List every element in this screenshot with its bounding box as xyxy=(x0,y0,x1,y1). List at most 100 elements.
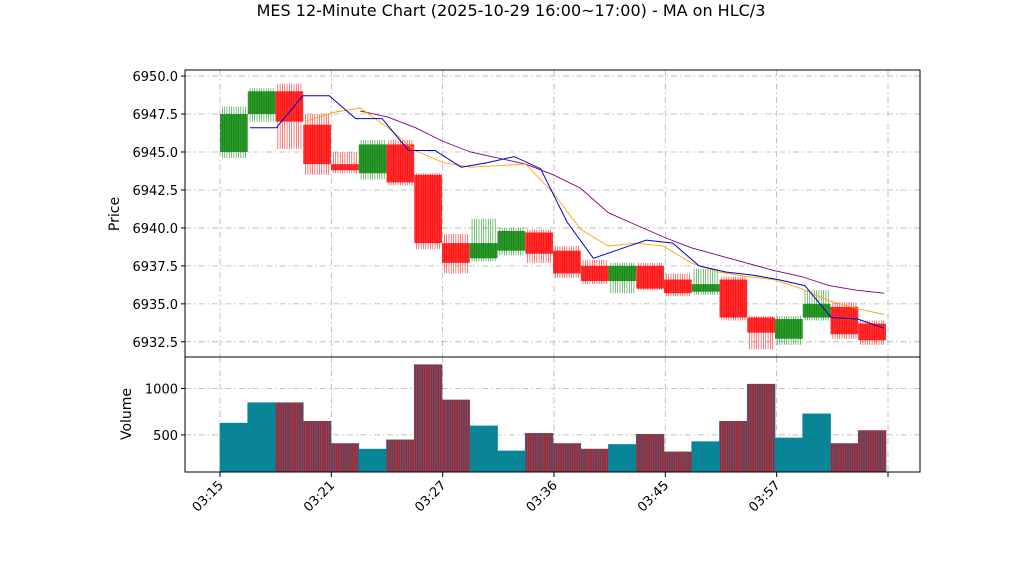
candle-body xyxy=(247,91,276,115)
volume-bar xyxy=(635,433,665,472)
candle-body xyxy=(553,250,581,274)
x-tick-label: 03:36 xyxy=(524,478,561,515)
candle-body xyxy=(608,265,637,282)
candle xyxy=(608,262,637,294)
candle-body xyxy=(331,164,359,171)
x-tick-label: 03:45 xyxy=(635,478,672,515)
candle xyxy=(442,234,470,274)
ma-lines xyxy=(250,95,885,329)
volume-bar xyxy=(275,402,304,472)
candle-body xyxy=(525,232,553,254)
volume-bar xyxy=(830,443,859,472)
candle xyxy=(636,262,664,291)
candle-body xyxy=(858,323,886,341)
price-tick-label: 6942.5 xyxy=(133,184,179,199)
volume-bar xyxy=(219,422,249,472)
candle xyxy=(469,218,498,262)
price-y-ticks: 6932.5 6935.0 6937.5 6940.0 6942.5 6945.0 6947… xyxy=(133,70,185,351)
ma-fast-line xyxy=(250,95,885,329)
x-tick-label: 03:57 xyxy=(746,478,783,515)
candle xyxy=(358,139,387,180)
volume-bar xyxy=(608,444,637,472)
price-y-axis-label: Price xyxy=(107,197,123,231)
x-ticks: 03:15 03:21 03:27 03:36 03:45 03:57 xyxy=(190,472,889,515)
candle xyxy=(664,273,692,297)
volume-bar xyxy=(746,383,776,472)
candle xyxy=(553,246,581,279)
candle-body xyxy=(580,265,609,282)
volume-bar xyxy=(524,433,554,472)
candle xyxy=(497,227,526,256)
candle-body xyxy=(220,114,248,152)
volume-bar xyxy=(330,443,360,472)
candle xyxy=(719,276,748,321)
volume-bar xyxy=(580,448,609,472)
price-tick-label: 6950.0 xyxy=(133,70,179,85)
volume-bar xyxy=(552,443,582,472)
volume-bar xyxy=(302,420,332,472)
volume-panel-frame xyxy=(184,356,921,473)
candle-body xyxy=(497,230,526,251)
candle-body xyxy=(691,284,720,292)
volume-grid xyxy=(185,357,920,472)
chart-title: MES 12-Minute Chart (2025-10-29 16:00~17… xyxy=(257,1,766,20)
candle xyxy=(220,106,248,159)
volume-bar xyxy=(247,402,276,472)
volume-tick-label: 500 xyxy=(153,429,178,444)
volume-y-axis-label: Volume xyxy=(119,388,135,440)
candle-body xyxy=(442,243,470,263)
volume-bar xyxy=(497,450,526,472)
candle-body xyxy=(664,279,692,294)
candle-body xyxy=(358,144,387,174)
volume-bar xyxy=(691,441,720,472)
volume-bars xyxy=(219,364,887,472)
ma-mid-line xyxy=(304,107,885,315)
candle xyxy=(303,114,331,175)
candle-body xyxy=(747,317,775,333)
x-tick-label: 03:21 xyxy=(301,478,338,515)
volume-bar xyxy=(441,399,471,472)
candle-body xyxy=(414,174,442,244)
candle xyxy=(775,316,803,345)
volume-bar xyxy=(802,413,831,472)
candle-body xyxy=(303,124,331,165)
candle xyxy=(691,268,720,295)
volume-bar xyxy=(358,448,387,472)
volume-bar xyxy=(386,439,415,472)
volume-tick-label: 1000 xyxy=(145,383,178,398)
x-tick-label: 03:27 xyxy=(412,478,449,515)
candle xyxy=(386,139,415,186)
candle-body xyxy=(775,319,803,339)
candle-body xyxy=(636,265,664,289)
candle-body xyxy=(275,91,304,122)
candle xyxy=(525,229,553,263)
candle xyxy=(247,88,276,122)
x-tick-label: 03:15 xyxy=(190,478,227,515)
candle xyxy=(580,259,609,285)
price-tick-label: 6937.5 xyxy=(133,260,179,275)
candle-body xyxy=(830,306,859,335)
candle xyxy=(275,83,304,149)
candle-body xyxy=(469,243,498,259)
price-tick-label: 6935.0 xyxy=(133,298,179,313)
volume-bar xyxy=(774,437,804,472)
volume-y-ticks: 500 1000 xyxy=(145,383,185,444)
volume-bar xyxy=(857,430,887,472)
candle xyxy=(858,320,886,345)
candles xyxy=(220,83,886,350)
price-tick-label: 6932.5 xyxy=(133,336,179,351)
candle-body xyxy=(719,279,748,318)
candle xyxy=(830,302,859,339)
candle-body xyxy=(802,303,831,318)
volume-bar xyxy=(719,420,748,472)
volume-bar xyxy=(663,451,693,472)
price-tick-label: 6945.0 xyxy=(133,146,179,161)
price-tick-label: 6940.0 xyxy=(133,222,179,237)
volume-bar xyxy=(413,364,443,472)
price-tick-label: 6947.5 xyxy=(133,108,179,123)
volume-bar xyxy=(469,425,498,472)
candle xyxy=(747,316,775,350)
candle xyxy=(331,152,359,174)
